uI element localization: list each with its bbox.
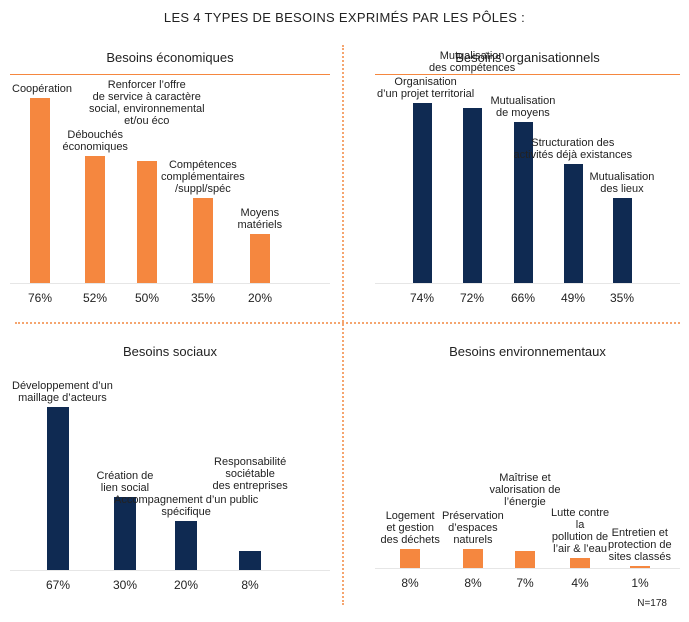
bar (513, 122, 533, 283)
value-label: 35% (609, 291, 635, 305)
category-label: Structuration des activités déjà existan… (513, 136, 633, 161)
category-label: Préservation d’espaces naturels (442, 509, 504, 546)
value-label: 1% (631, 576, 649, 590)
chart-title: Besoins organisationnels (455, 50, 600, 65)
bar (47, 406, 69, 570)
value-label: 72% (459, 291, 485, 305)
bar (462, 107, 482, 283)
bar (239, 550, 261, 570)
bar (400, 548, 420, 568)
footnote: N=178 (637, 598, 667, 609)
value-label: 20% (247, 291, 273, 305)
bar (612, 197, 632, 283)
category-label: Responsabilité sociétable des entreprise… (212, 456, 288, 493)
category-label: Mutualisation des compétences (429, 49, 516, 74)
category-label: Accompagnement d’un public spécifique (114, 494, 259, 519)
value-label: 30% (112, 578, 138, 592)
category-label: Coopération (12, 83, 72, 95)
value-label: 67% (45, 578, 71, 592)
category-label: Création de lien social (96, 469, 154, 494)
baseline (375, 568, 680, 569)
bar (137, 161, 157, 283)
chart-title: Besoins environnementaux (449, 344, 606, 359)
bar (515, 550, 535, 568)
chart-title: Besoins économiques (106, 50, 234, 65)
bar (114, 496, 136, 570)
value-label: 74% (409, 291, 435, 305)
separator (15, 322, 680, 324)
bar (175, 521, 197, 570)
category-label: Débouchés économiques (62, 129, 128, 154)
value-label: 35% (190, 291, 216, 305)
category-label: Maîtrise et valorisation de l’énergie (489, 471, 561, 508)
bar (630, 565, 650, 568)
baseline (10, 570, 330, 571)
value-label: 7% (516, 576, 534, 590)
baseline (10, 283, 330, 284)
value-label: 49% (560, 291, 586, 305)
value-label: 20% (173, 578, 199, 592)
category-label: Mutualisation de moyens (490, 95, 556, 120)
bar (250, 234, 270, 283)
category-label: Logement et gestion des déchets (380, 509, 440, 546)
value-label: 52% (82, 291, 108, 305)
page-title: LES 4 TYPES DE BESOINS EXPRIMÉS PAR LES … (163, 10, 526, 25)
category-label: Compétences complémentaires /suppl/spéc (161, 158, 245, 195)
bar (563, 163, 583, 283)
title-rule (375, 74, 680, 75)
category-label: Entretien et protection de sites classés (608, 526, 672, 563)
baseline (375, 283, 680, 284)
separator (342, 45, 344, 605)
bar (463, 548, 483, 568)
bar (412, 102, 432, 283)
category-label: Lutte contre la pollution de l’air & l’e… (551, 507, 610, 556)
value-label: 8% (401, 576, 419, 590)
value-label: 4% (571, 576, 589, 590)
category-label: Développement d’un maillage d’acteurs (12, 379, 113, 404)
title-rule (10, 74, 330, 75)
value-label: 50% (134, 291, 160, 305)
bar (85, 156, 105, 283)
bar (570, 558, 590, 568)
category-label: Renforcer l’offre de service à caractère… (89, 79, 205, 128)
chart-title: Besoins sociaux (123, 344, 217, 359)
value-label: 76% (27, 291, 53, 305)
category-label: Organisation d’un projet territorial (377, 75, 475, 100)
value-label: 66% (510, 291, 536, 305)
value-label: 8% (241, 578, 259, 592)
bar (193, 197, 213, 283)
value-label: 8% (464, 576, 482, 590)
category-label: Mutualisation des lieux (589, 170, 655, 195)
bar (30, 98, 50, 283)
category-label: Moyens matériels (237, 207, 283, 232)
